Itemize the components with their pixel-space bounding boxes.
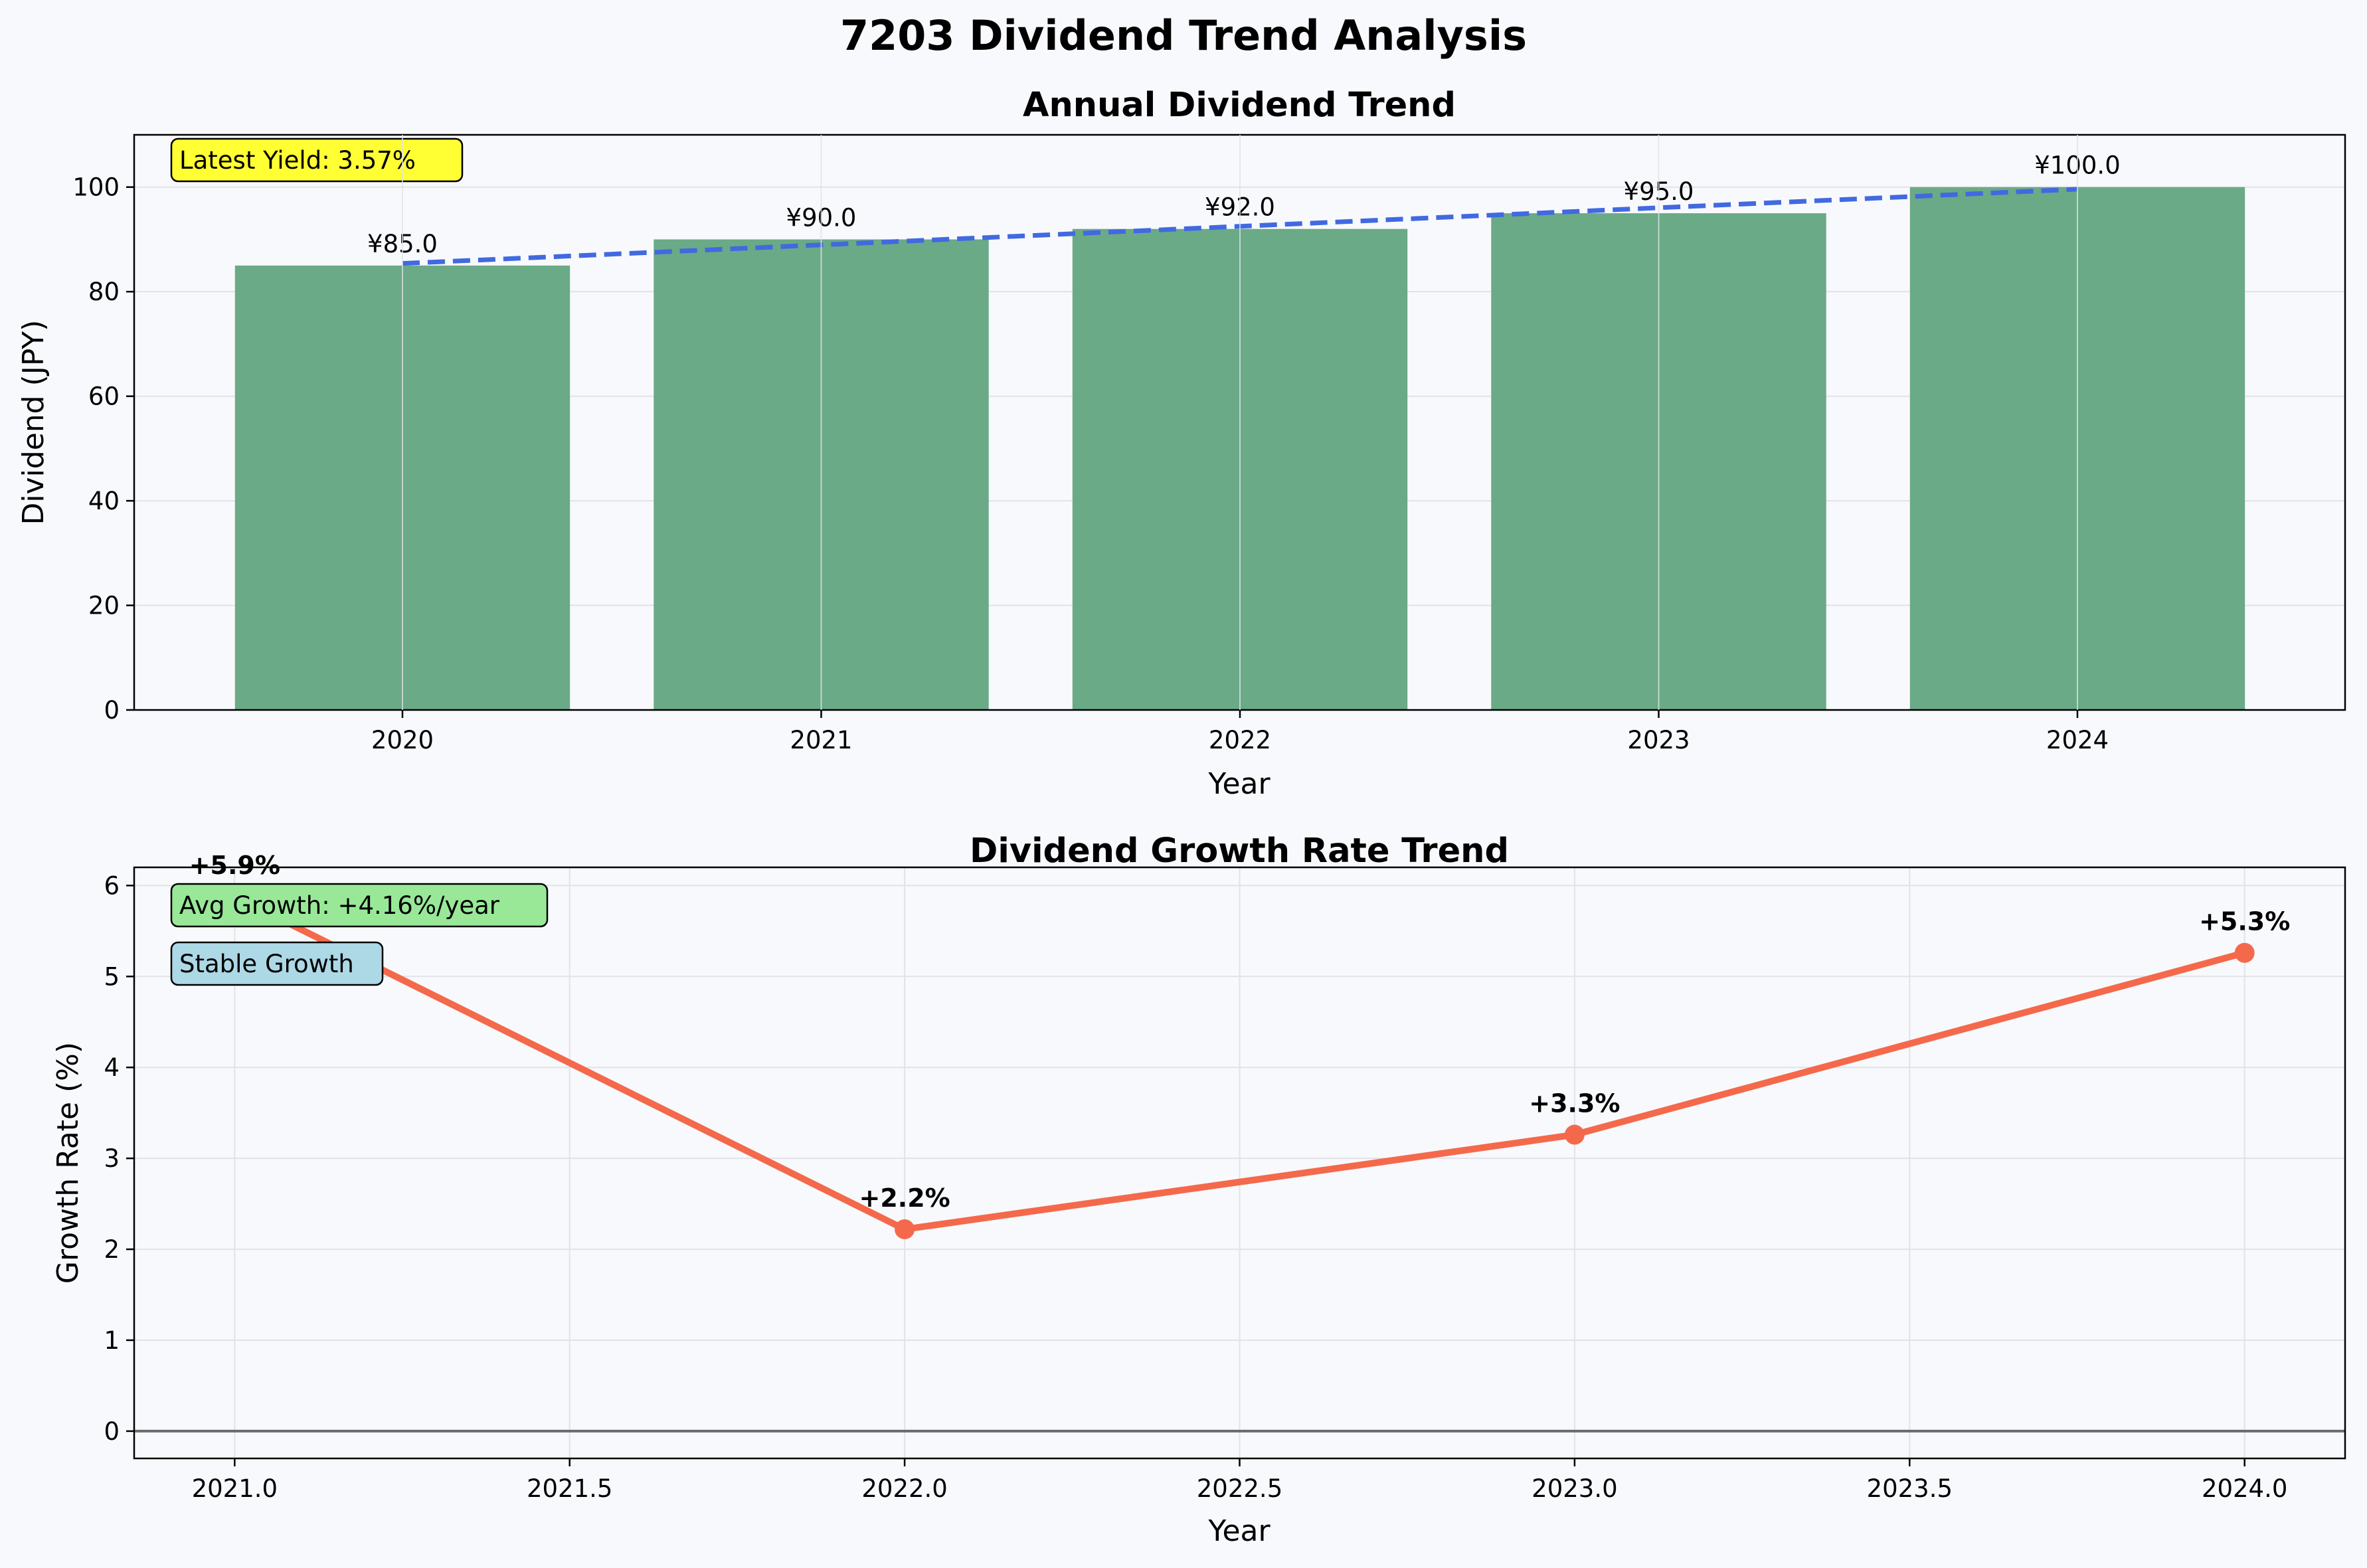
growth-rate-line-chart: +5.9% +2.2% +3.3% +5.3% 0 1 2 3 4 5 6 2021.0 2021.5… [51, 831, 2346, 1548]
chart2-xlabel: Year [1207, 1514, 1271, 1548]
avg-growth-annotation: Avg Growth: +4.16%/year [170, 883, 549, 928]
chart1-title: Annual Dividend Trend [1023, 86, 1456, 125]
chart1-xlabel: Year [1207, 767, 1271, 801]
y-tick-label-1: 80 [88, 278, 120, 306]
chart2-title: Dividend Growth Rate Trend [970, 831, 1509, 871]
figure-title: 7203 Dividend Trend Analysis [840, 11, 1527, 60]
growth-point [1564, 1124, 1585, 1145]
y-tick-label-2: 4 [104, 1053, 120, 1082]
x-tick-label-2: 2022.0 [861, 1474, 947, 1503]
x-tick-label-1: 2021 [790, 726, 852, 754]
y-tick-label-2: 6 [104, 871, 120, 900]
growth-point-label: +3.3% [1529, 1089, 1620, 1118]
stable-growth-text: Stable Growth [179, 950, 354, 978]
axis-ticks-2: 0 1 2 3 4 5 6 2021.0 2021.5 2022.0 2022.5 2023.0 202… [104, 871, 2287, 1503]
y-tick-label-2: 1 [104, 1326, 120, 1355]
avg-growth-text: Avg Growth: +4.16%/year [179, 891, 500, 920]
chart1-ylabel: Dividend (JPY) [17, 320, 50, 525]
x-tick-label-2: 2024.0 [2202, 1474, 2287, 1503]
y-tick-label-1: 0 [104, 696, 120, 725]
x-tick-label-1: 2022 [1209, 726, 1271, 754]
growth-point-label: +5.3% [2199, 907, 2290, 936]
latest-yield-text: Latest Yield: 3.57% [179, 146, 416, 175]
x-tick-label-1: 2023 [1627, 726, 1690, 754]
y-tick-label-2: 0 [104, 1417, 120, 1446]
latest-yield-annotation: Latest Yield: 3.57% [170, 137, 464, 183]
x-tick-label-2: 2023.0 [1532, 1474, 1617, 1503]
x-tick-label-2: 2022.5 [1197, 1474, 1282, 1503]
y-tick-label-1: 60 [88, 383, 120, 411]
y-tick-label-2: 3 [104, 1144, 120, 1173]
y-tick-label-2: 5 [104, 962, 120, 991]
y-tick-label-2: 2 [104, 1235, 120, 1264]
x-tick-label-1: 2024 [2046, 726, 2109, 754]
y-tick-label-1: 40 [88, 487, 120, 515]
stable-growth-annotation: Stable Growth [170, 941, 384, 986]
point-value-labels: +5.9% +2.2% +3.3% +5.3% [189, 851, 2291, 1213]
x-tick-label-1: 2020 [371, 726, 434, 754]
axis-ticks-1: 0 20 40 60 80 100 2020 2021 2022 2023 2024 [72, 173, 2109, 754]
growth-point-label: +5.9% [189, 851, 280, 880]
growth-line [231, 893, 2248, 1233]
dividend-bar-chart: ¥85.0¥90.0 ¥92.0¥95.0¥100.0 0204060801002… [17, 86, 2346, 801]
y-tick-label-1: 20 [88, 592, 120, 620]
chart2-ylabel: Growth Rate (%) [51, 1042, 85, 1284]
x-tick-label-2: 2021.5 [527, 1474, 612, 1503]
growth-point [895, 1219, 915, 1239]
growth-point-label: +2.2% [859, 1183, 950, 1213]
x-tick-label-2: 2023.5 [1867, 1474, 1953, 1503]
y-tick-label-1: 100 [72, 173, 120, 202]
x-tick-label-2: 2021.0 [192, 1474, 278, 1503]
growth-point [2234, 942, 2255, 963]
